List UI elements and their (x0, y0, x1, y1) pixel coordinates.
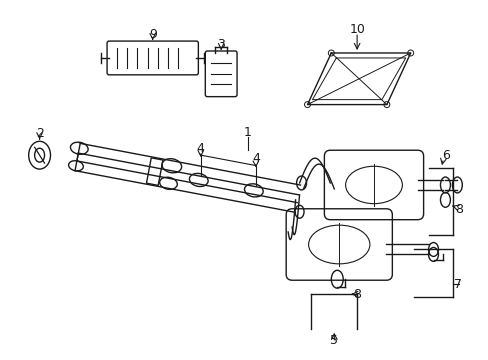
Text: 1: 1 (244, 126, 251, 139)
Text: 3: 3 (217, 37, 224, 50)
Text: 6: 6 (442, 149, 449, 162)
Text: 9: 9 (148, 28, 156, 41)
Bar (146, 158, 163, 185)
Text: 2: 2 (36, 127, 43, 140)
Text: 4: 4 (197, 142, 204, 155)
Text: 4: 4 (251, 152, 259, 165)
Text: 5: 5 (329, 334, 338, 347)
Text: 8: 8 (352, 288, 360, 301)
Text: 10: 10 (348, 23, 365, 36)
Text: 8: 8 (454, 203, 463, 216)
Text: 7: 7 (453, 278, 461, 291)
